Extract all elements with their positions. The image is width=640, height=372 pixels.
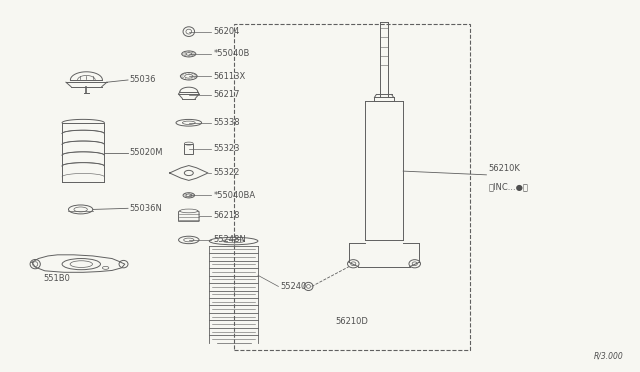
Text: 55323: 55323 (214, 144, 240, 153)
Bar (234, 24, 470, 350)
Text: 56204: 56204 (214, 27, 240, 36)
Text: 55020M: 55020M (129, 148, 163, 157)
Text: R/3.000: R/3.000 (595, 351, 624, 360)
Text: 55036: 55036 (129, 76, 156, 84)
Text: *55040BA: *55040BA (214, 191, 256, 200)
Text: 55338: 55338 (214, 118, 241, 127)
Text: 56217: 56217 (214, 90, 240, 99)
Text: 55036N: 55036N (129, 204, 162, 213)
Text: 56218: 56218 (214, 211, 240, 220)
Text: 551B0: 551B0 (44, 274, 70, 283)
Text: 56113X: 56113X (214, 72, 246, 81)
Text: 56210K: 56210K (488, 164, 520, 173)
Text: 56210D: 56210D (335, 317, 368, 326)
Text: 55240: 55240 (280, 282, 307, 291)
Bar (184, 144, 193, 154)
Text: 55248N: 55248N (214, 235, 246, 244)
Text: （INC...●）: （INC...●） (488, 182, 528, 191)
Text: 55322: 55322 (214, 169, 240, 177)
Text: *55040B: *55040B (214, 49, 250, 58)
